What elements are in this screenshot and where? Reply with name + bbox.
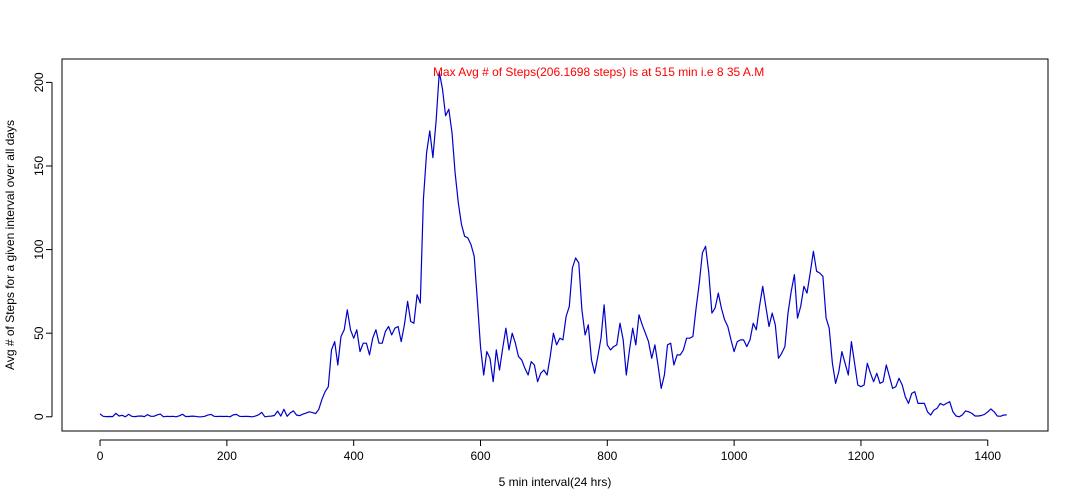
series-line: [99, 71, 1007, 418]
series-layer: [99, 71, 1007, 418]
x-tick-label: 1400: [974, 449, 1001, 463]
x-tick-label: 600: [470, 449, 490, 463]
x-axis-title: 5 min interval(24 hrs): [499, 475, 612, 489]
x-tick-label: 1200: [848, 449, 875, 463]
x-tick-label: 800: [597, 449, 617, 463]
y-axis-title: Avg # of Steps for a given interval over…: [3, 120, 17, 370]
y-tick-label: 150: [32, 156, 46, 176]
y-axis: 0 50 100 150 200: [32, 72, 53, 420]
x-tick-label: 1000: [721, 449, 748, 463]
plot-frame: [61, 58, 1049, 432]
y-tick-label: 100: [32, 239, 46, 259]
x-axis: 0 200 400 600 800 1000 1200 1400: [97, 439, 1001, 463]
y-tick-label: 50: [32, 326, 46, 340]
x-tick-label: 0: [97, 449, 104, 463]
y-tick-label: 0: [32, 413, 46, 420]
max-annotation: Max Avg # of Steps(206.1698 steps) is at…: [433, 65, 764, 79]
x-tick-label: 400: [344, 449, 364, 463]
y-tick-label: 200: [32, 72, 46, 92]
x-tick-label: 200: [217, 449, 237, 463]
